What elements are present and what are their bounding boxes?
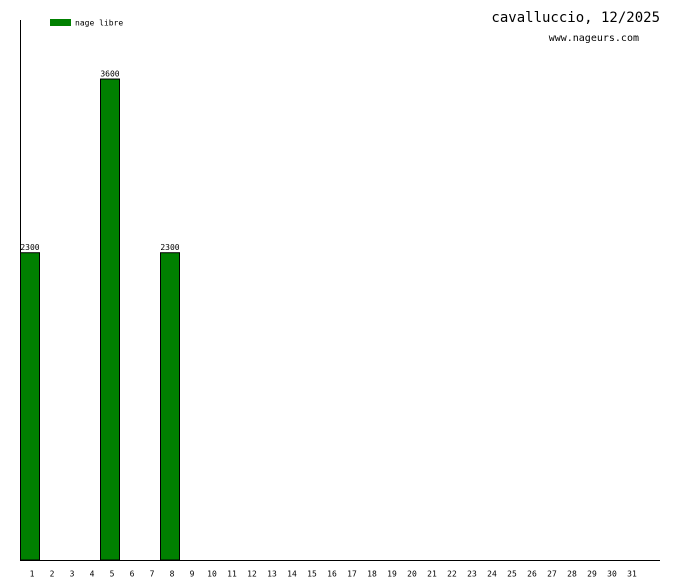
x-tick-label: 9 xyxy=(190,570,195,579)
x-tick-label: 14 xyxy=(287,570,297,579)
legend-swatch xyxy=(50,19,71,26)
x-tick-label: 23 xyxy=(467,570,477,579)
x-tick-label: 11 xyxy=(227,570,237,579)
x-tick-label: 5 xyxy=(110,570,115,579)
value-label: 2300 xyxy=(20,243,39,252)
x-tick-label: 2 xyxy=(50,570,55,579)
x-tick-label: 22 xyxy=(447,570,457,579)
x-tick-label: 1 xyxy=(30,570,35,579)
x-tick-label: 18 xyxy=(367,570,377,579)
x-tick-label: 25 xyxy=(507,570,517,579)
x-tick-label: 3 xyxy=(70,570,75,579)
x-tick-label: 4 xyxy=(90,570,95,579)
x-tick-label: 10 xyxy=(207,570,217,579)
x-tick-label: 26 xyxy=(527,570,537,579)
x-tick-label: 6 xyxy=(130,570,135,579)
legend-label: nage libre xyxy=(75,19,123,28)
x-tick-label: 24 xyxy=(487,570,497,579)
bar xyxy=(100,78,120,561)
x-tick-label: 15 xyxy=(307,570,317,579)
x-tick-label: 12 xyxy=(247,570,257,579)
bar xyxy=(20,252,40,561)
x-tick-label: 16 xyxy=(327,570,337,579)
x-tick-label: 8 xyxy=(170,570,175,579)
chart-subtitle: www.nageurs.com xyxy=(549,33,639,44)
x-tick-label: 21 xyxy=(427,570,437,579)
x-tick-label: 29 xyxy=(587,570,597,579)
x-tick-label: 13 xyxy=(267,570,277,579)
value-label: 3600 xyxy=(100,70,119,79)
x-tick-label: 30 xyxy=(607,570,617,579)
x-tick-label: 17 xyxy=(347,570,357,579)
chart-title: cavalluccio, 12/2025 xyxy=(491,10,660,26)
x-tick-label: 7 xyxy=(150,570,155,579)
x-tick-label: 28 xyxy=(567,570,577,579)
x-tick-label: 19 xyxy=(387,570,397,579)
x-tick-label: 31 xyxy=(627,570,637,579)
value-label: 2300 xyxy=(160,243,179,252)
bar xyxy=(160,252,180,561)
x-tick-label: 27 xyxy=(547,570,557,579)
x-tick-label: 20 xyxy=(407,570,417,579)
